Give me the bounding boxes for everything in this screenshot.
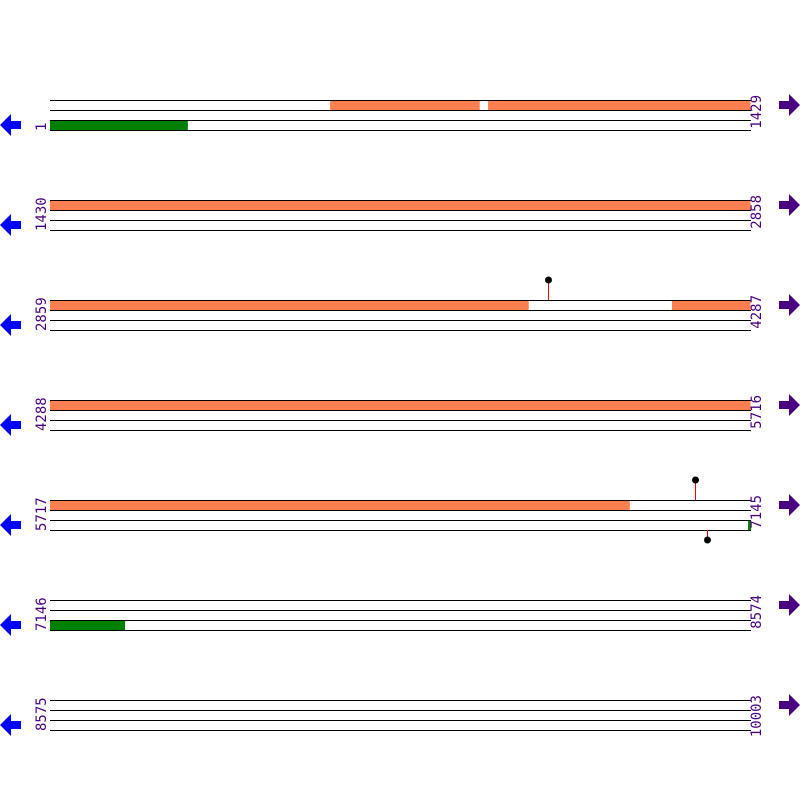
right-arrow-icon[interactable] [779,194,800,216]
marker-pin-icon[interactable] [545,276,552,284]
row-end-label: 5716 [749,395,765,429]
forward-feature[interactable] [488,100,751,110]
row-start-label: 8575 [34,697,50,731]
map-row: 8575 10003 [0,694,800,737]
marker-pin-icon[interactable] [692,476,699,484]
right-arrow-icon[interactable] [779,694,800,716]
right-arrow-icon[interactable] [779,494,800,516]
row-start-label: 4288 [34,397,50,431]
forward-feature[interactable] [672,300,751,310]
row-start-label: 7146 [34,597,50,631]
map-row: 2859 4287 [0,276,800,336]
forward-feature[interactable] [50,500,630,510]
row-start-label: 1 [34,123,50,131]
reverse-feature[interactable] [50,120,188,130]
forward-feature[interactable] [50,300,529,310]
reverse-feature[interactable] [748,520,752,530]
row-end-label: 4287 [749,295,765,329]
map-row: 5717 7145 [0,476,800,544]
row-end-label: 1429 [749,95,765,129]
map-row: 4288 5716 [0,394,800,436]
map-row: 1 1429 [0,94,800,136]
forward-feature[interactable] [330,100,480,110]
left-arrow-icon[interactable] [0,614,21,636]
forward-feature[interactable] [50,200,751,210]
map-row: 1430 2858 [0,194,800,236]
left-arrow-icon[interactable] [0,714,21,736]
left-arrow-icon[interactable] [0,214,21,236]
right-arrow-icon[interactable] [779,294,800,316]
row-start-label: 5717 [34,497,50,531]
row-end-label: 10003 [749,695,765,737]
row-start-label: 2859 [34,297,50,331]
left-arrow-icon[interactable] [0,414,21,436]
row-end-label: 7145 [749,495,765,529]
reverse-feature[interactable] [50,620,126,630]
row-end-label: 2858 [749,195,765,229]
right-arrow-icon[interactable] [779,394,800,416]
left-arrow-icon[interactable] [0,314,21,336]
row-end-label: 8574 [749,595,765,629]
row-start-label: 1430 [34,197,50,231]
forward-feature[interactable] [50,400,751,410]
left-arrow-icon[interactable] [0,514,21,536]
right-arrow-icon[interactable] [779,594,800,616]
map-row: 7146 8574 [0,594,800,636]
marker-pin-icon[interactable] [704,536,711,544]
right-arrow-icon[interactable] [779,94,800,116]
left-arrow-icon[interactable] [0,114,21,136]
